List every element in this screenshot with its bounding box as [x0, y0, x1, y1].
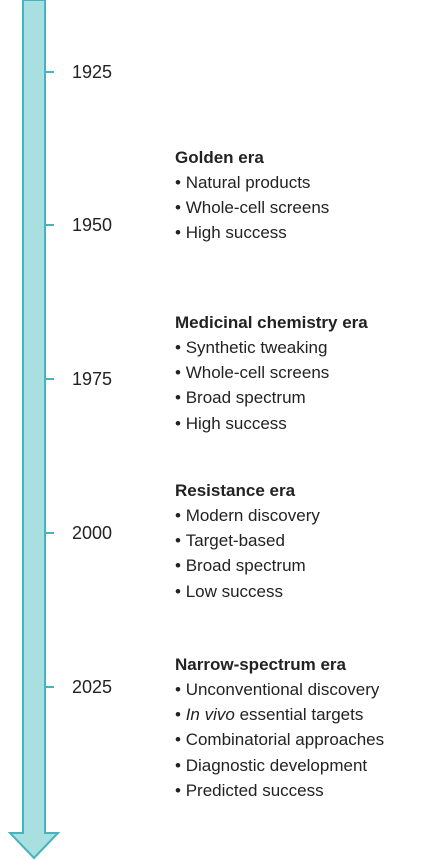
era-item: High success: [175, 223, 287, 243]
year-label: 2000: [72, 523, 113, 543]
era-item: Synthetic tweaking: [175, 338, 328, 358]
era-item: Broad spectrum: [175, 388, 306, 408]
year-label: 1925: [72, 62, 113, 82]
year-label: 1975: [72, 369, 113, 389]
era-item: Diagnostic development: [175, 756, 367, 776]
era-item: Whole-cell screens: [175, 363, 330, 383]
era-item: Low success: [175, 582, 283, 602]
era-title: Medicinal chemistry era: [175, 313, 368, 332]
era-title: Narrow-spectrum era: [175, 655, 347, 674]
era-item: Target-based: [175, 531, 285, 551]
year-label: 2025: [72, 677, 113, 697]
era-item: Predicted success: [175, 781, 324, 801]
era-title: Golden era: [175, 148, 264, 167]
item-text: essential targets: [239, 705, 364, 725]
era-item: Natural products: [175, 173, 311, 193]
era-item: Broad spectrum: [175, 556, 306, 576]
era-item: High success: [175, 414, 287, 434]
italic-term: In vivo: [185, 705, 235, 725]
era-title: Resistance era: [175, 481, 296, 500]
era-item: Modern discovery: [175, 506, 320, 526]
era-item: Unconventional discovery: [175, 680, 380, 700]
timeline-arrow: [7, 0, 61, 860]
era-item: In vivo essential targets: [175, 705, 364, 725]
year-label: 1950: [72, 215, 113, 235]
era-item: Combinatorial approaches: [175, 730, 384, 750]
era-item: Whole-cell screens: [175, 198, 330, 218]
